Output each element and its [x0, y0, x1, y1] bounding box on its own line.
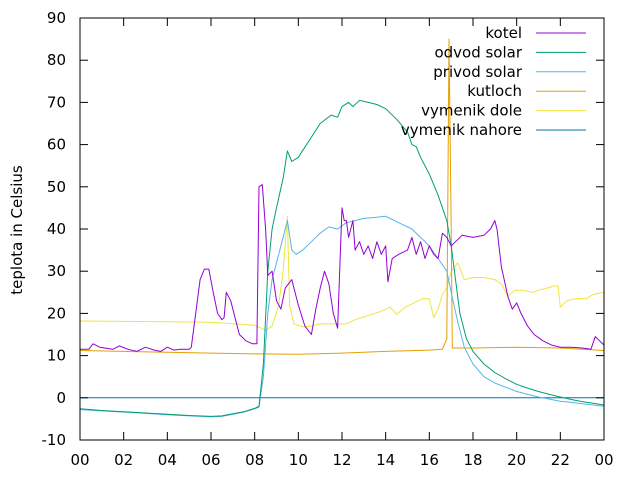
y-tick-label: -10: [42, 431, 67, 449]
series-line-vymenik-dole: [80, 215, 604, 331]
x-tick-label: 02: [114, 451, 133, 469]
series-line-kutloch: [80, 38, 604, 355]
series-line-kotel: [80, 184, 604, 352]
legend-label: privod solar: [433, 63, 523, 81]
x-tick-label: 14: [376, 451, 395, 469]
x-tick-label: 16: [420, 451, 439, 469]
x-tick-label: 22: [551, 451, 570, 469]
y-tick-label: 0: [56, 389, 66, 407]
legend-label: vymenik nahore: [401, 121, 522, 139]
x-tick-label: 06: [201, 451, 220, 469]
x-tick-label: 00: [70, 451, 89, 469]
y-tick-label: 70: [47, 93, 66, 111]
y-tick-label: 80: [47, 51, 66, 69]
legend-label: odvod solar: [434, 43, 522, 61]
y-tick-label: 40: [47, 220, 66, 238]
x-tick-label: 08: [245, 451, 264, 469]
legend-label: kotel: [485, 24, 522, 42]
y-tick-label: 50: [47, 178, 66, 196]
x-axis: 00 02 04 06 08 10 12 14 16 18 20 22 00: [70, 18, 614, 469]
y-tick-label: 90: [47, 9, 66, 27]
y-tick-label: 60: [47, 136, 66, 154]
series-layer: [80, 38, 604, 418]
x-tick-label: 18: [463, 451, 482, 469]
y-tick-label: 30: [47, 262, 66, 280]
y-tick-label: 20: [47, 304, 66, 322]
y-tick-label: 10: [47, 347, 66, 365]
legend-label: kutloch: [467, 82, 522, 100]
y-axis: -10 0 10 20 30 40 50 60 70 80 90: [42, 9, 604, 449]
legend-label: vymenik dole: [421, 102, 522, 120]
x-tick-label: 04: [158, 451, 177, 469]
x-tick-label: 20: [507, 451, 526, 469]
x-tick-label: 10: [289, 451, 308, 469]
series-line-odvod-solar: [80, 99, 604, 417]
x-tick-label: 00: [594, 451, 613, 469]
x-tick-label: 12: [332, 451, 351, 469]
y-axis-label: teplota in Celsius: [8, 165, 26, 295]
